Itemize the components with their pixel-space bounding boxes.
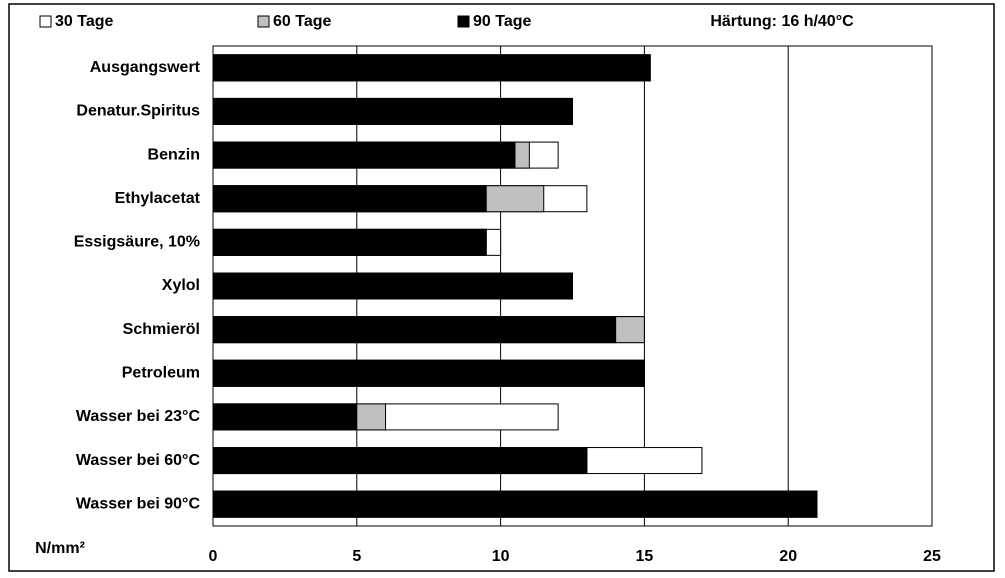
x-tick-label: 25	[923, 548, 941, 565]
legend-swatch	[39, 15, 52, 28]
y-tick-label: Petroleum	[122, 364, 200, 381]
frame	[8, 3, 995, 572]
legend-label: 30 Tage	[55, 13, 114, 30]
y-tick-label: Xylol	[162, 277, 200, 294]
y-tick-label: Denatur.Spiritus	[76, 103, 200, 120]
bar	[212, 359, 645, 387]
y-tick-label: Wasser bei 23°C	[76, 408, 201, 425]
bar	[212, 447, 588, 475]
x-axis-label: N/mm²	[35, 540, 85, 557]
y-tick-label: Ethylacetat	[115, 190, 201, 207]
annotation: Härtung: 16 h/40°C	[710, 13, 854, 30]
y-tick-label: Wasser bei 60°C	[76, 452, 201, 469]
bar	[212, 316, 617, 344]
y-tick-label: Essigsäure, 10%	[74, 234, 200, 251]
y-tick-label: Schmieröl	[123, 321, 200, 338]
bar	[212, 228, 487, 256]
x-tick-label: 10	[492, 548, 510, 565]
x-tick-label: 20	[779, 548, 797, 565]
x-tick-label: 5	[352, 548, 361, 565]
bar	[212, 272, 573, 300]
legend-label: 60 Tage	[273, 13, 332, 30]
y-tick-label: Wasser bei 90°C	[76, 495, 201, 512]
legend-label: 90 Tage	[473, 13, 532, 30]
bar	[212, 97, 573, 125]
bar	[212, 141, 516, 169]
legend-swatch	[457, 15, 470, 28]
bar	[212, 490, 818, 518]
legend-swatch	[257, 15, 270, 28]
y-tick-label: Ausgangswert	[90, 59, 201, 76]
bar	[212, 185, 487, 213]
bar	[212, 54, 651, 82]
y-tick-label: Benzin	[148, 146, 200, 163]
x-tick-label: 0	[209, 548, 218, 565]
bar	[212, 403, 358, 431]
x-tick-label: 15	[636, 548, 654, 565]
